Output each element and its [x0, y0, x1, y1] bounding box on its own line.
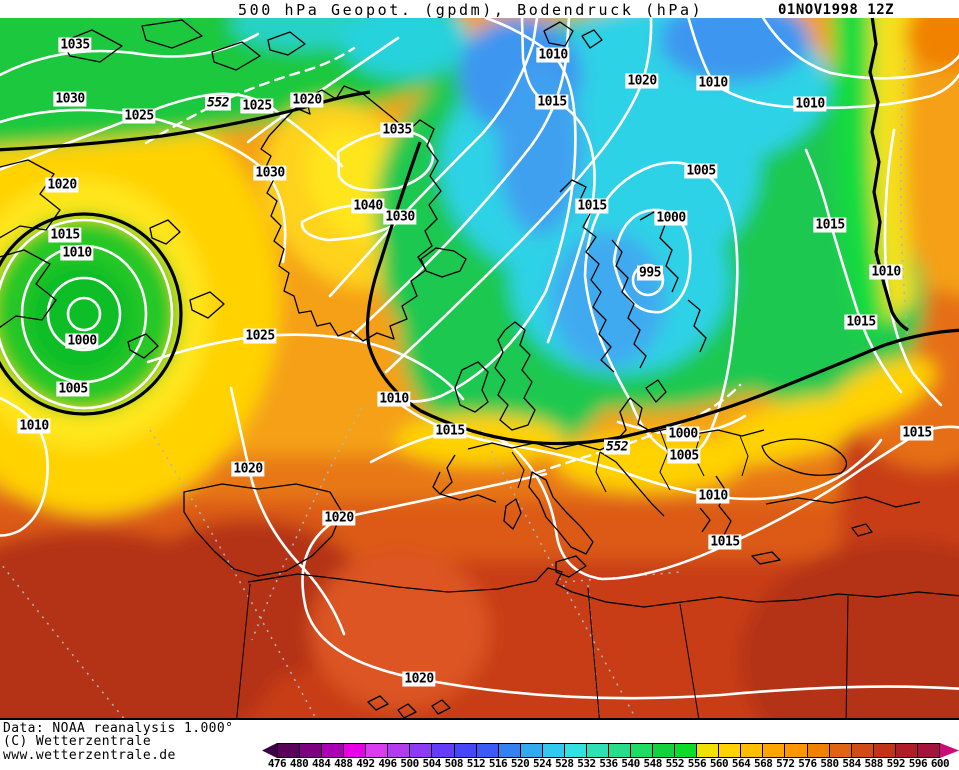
colorbar-tick-label: 536 — [599, 757, 618, 770]
colorbar-segment — [719, 744, 742, 757]
colorbar-tick-label: 516 — [488, 757, 508, 770]
colorbar-segment — [608, 744, 631, 757]
colorbar-tick-label: 508 — [444, 757, 464, 770]
colorbar-tick-label: 540 — [621, 757, 640, 770]
colorbar-segment — [520, 744, 543, 757]
colorbar-tick-label: 524 — [533, 757, 552, 770]
colorbar-segment — [895, 744, 918, 757]
colorbar-segment — [741, 744, 764, 757]
colorbar-segment — [564, 744, 587, 757]
footer-copyright: (C) Wetterzentrale — [3, 734, 152, 749]
bold-552-boundary — [0, 18, 959, 446]
colorbar-tick-label: 572 — [776, 757, 795, 770]
colorbar-segment — [278, 744, 301, 757]
colorbar-tick-label: 512 — [466, 757, 486, 770]
map-svg — [0, 18, 959, 718]
colorbar-tick-label: 564 — [731, 757, 751, 770]
geopotential-552-contours — [144, 46, 742, 475]
colorbar — [262, 743, 959, 758]
colorbar-tick-label: 484 — [312, 757, 331, 770]
colorbar-tick-label: 504 — [422, 757, 442, 770]
colorbar-segment — [366, 744, 389, 757]
colorbar-left-arrow — [262, 743, 277, 758]
footer-website: www.wetterzentrale.de — [3, 748, 176, 763]
colorbar-tick-label: 596 — [908, 757, 928, 770]
colorbar-segment — [476, 744, 499, 757]
colorbar-tick-label: 584 — [842, 757, 861, 770]
colorbar-segment — [631, 744, 654, 757]
colorbar-tick-label: 488 — [334, 757, 353, 770]
colorbar-segment — [454, 744, 477, 757]
colorbar-tick-label: 528 — [555, 757, 574, 770]
colorbar-segment — [344, 744, 367, 757]
title-bar: 500 hPa Geopot. (gpdm), Bodendruck (hPa)… — [0, 0, 959, 19]
colorbar-tick-label: 500 — [400, 757, 419, 770]
colorbar-segment — [675, 744, 698, 757]
colorbar-segment — [763, 744, 786, 757]
left-arrow-shape — [262, 743, 277, 758]
footer-data-source: Data: NOAA reanalysis 1.000° — [3, 721, 234, 736]
colorbar-segment — [917, 744, 939, 757]
colorbar-tick-label: 476 — [267, 757, 287, 770]
colorbar-segment — [542, 744, 565, 757]
right-arrow-shape — [940, 743, 959, 758]
colorbar-segment — [432, 744, 455, 757]
colorbar-tick-label: 532 — [577, 757, 596, 770]
colorbar-tick-label: 520 — [510, 757, 530, 770]
colorbar-tick-label: 556 — [687, 757, 707, 770]
colorbar-tick-label: 548 — [643, 757, 663, 770]
colorbar-segment — [388, 744, 411, 757]
map-title: 500 hPa Geopot. (gpdm), Bodendruck (hPa) — [238, 1, 704, 19]
colorbar-segment — [498, 744, 521, 757]
colorbar-segment — [873, 744, 896, 757]
colorbar-boxes — [277, 743, 940, 758]
colorbar-segment — [851, 744, 874, 757]
weather-map: 1035 1030 1025 1025 1020 1035 1030 1040 1030 1020… — [0, 18, 959, 720]
colorbar-segment — [807, 744, 830, 757]
colorbar-segment — [410, 744, 433, 757]
colorbar-segment — [653, 744, 676, 757]
colorbar-tick-label: 600 — [930, 757, 950, 770]
colorbar-tick-label: 492 — [356, 757, 375, 770]
colorbar-segment — [697, 744, 720, 757]
colorbar-tick-label: 560 — [709, 757, 729, 770]
colorbar-tick-label: 580 — [820, 757, 839, 770]
colorbar-tick-label: 576 — [798, 757, 817, 770]
geopotential-field — [0, 18, 959, 718]
colorbar-right-arrow — [940, 743, 959, 758]
colorbar-segment — [586, 744, 609, 757]
colorbar-tick-label: 588 — [864, 757, 884, 770]
colorbar-tick-label: 496 — [378, 757, 397, 770]
colorbar-tick-label: 568 — [754, 757, 773, 770]
colorbar-tick-label: 592 — [886, 757, 906, 770]
colorbar-segment — [829, 744, 852, 757]
colorbar-tick-label: 480 — [289, 757, 309, 770]
map-datetime: 01NOV1998 12Z — [778, 2, 895, 18]
country-borders — [236, 429, 849, 718]
colorbar-segment — [300, 744, 323, 757]
colorbar-segment — [785, 744, 808, 757]
colorbar-tick-label: 552 — [665, 757, 685, 770]
colorbar-ticks: 476 480 484 488 492 496 500 504 508 512 516 520 524 5… — [268, 757, 950, 770]
colorbar-segment — [322, 744, 345, 757]
